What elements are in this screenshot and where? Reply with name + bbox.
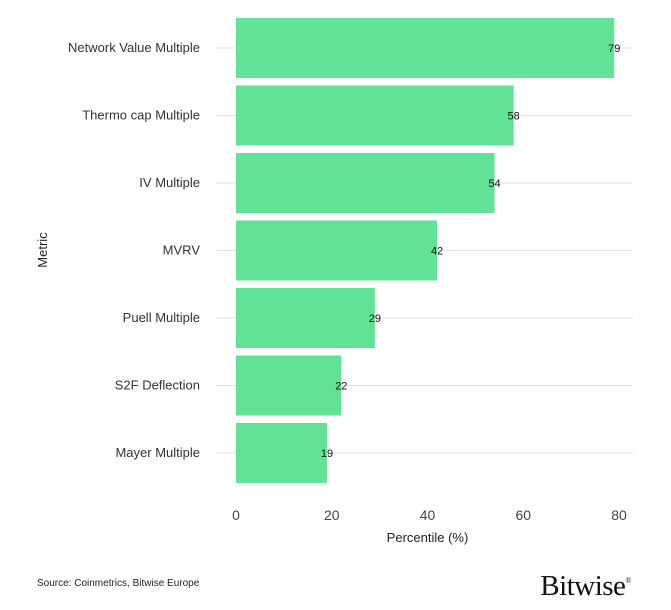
- x-axis-title: Percentile (%): [387, 530, 469, 545]
- data-label: 19: [321, 448, 333, 460]
- x-tick-label: 40: [420, 507, 436, 523]
- data-label: 42: [431, 246, 443, 258]
- bar: [236, 18, 615, 78]
- data-label: 79: [608, 43, 620, 55]
- category-label: MVRV: [163, 243, 201, 258]
- category-label: IV Multiple: [139, 175, 200, 190]
- category-label: Network Value Multiple: [68, 40, 200, 55]
- y-axis-title: Metric: [35, 232, 50, 268]
- bar: [236, 153, 495, 213]
- x-tick-label: 0: [232, 507, 240, 523]
- data-label: 29: [369, 313, 381, 325]
- bar: [236, 220, 438, 281]
- bar: [236, 85, 514, 146]
- data-label: 54: [488, 178, 500, 190]
- x-tick-label: 80: [611, 507, 627, 523]
- category-label: S2F Deflection: [115, 378, 200, 393]
- x-tick-label: 20: [324, 507, 340, 523]
- category-label: Puell Multiple: [123, 310, 200, 325]
- source-note: Source: Coinmetrics, Bitwise Europe: [37, 578, 200, 589]
- bar: [236, 288, 375, 348]
- data-label: 22: [335, 381, 347, 393]
- data-label: 58: [508, 111, 520, 123]
- bar: [236, 355, 342, 416]
- category-label: Mayer Multiple: [115, 445, 200, 460]
- bitwise-logo: Bitwise®: [540, 570, 631, 602]
- category-label: Thermo cap Multiple: [82, 108, 200, 123]
- x-tick-label: 60: [515, 507, 531, 523]
- bar: [236, 423, 327, 483]
